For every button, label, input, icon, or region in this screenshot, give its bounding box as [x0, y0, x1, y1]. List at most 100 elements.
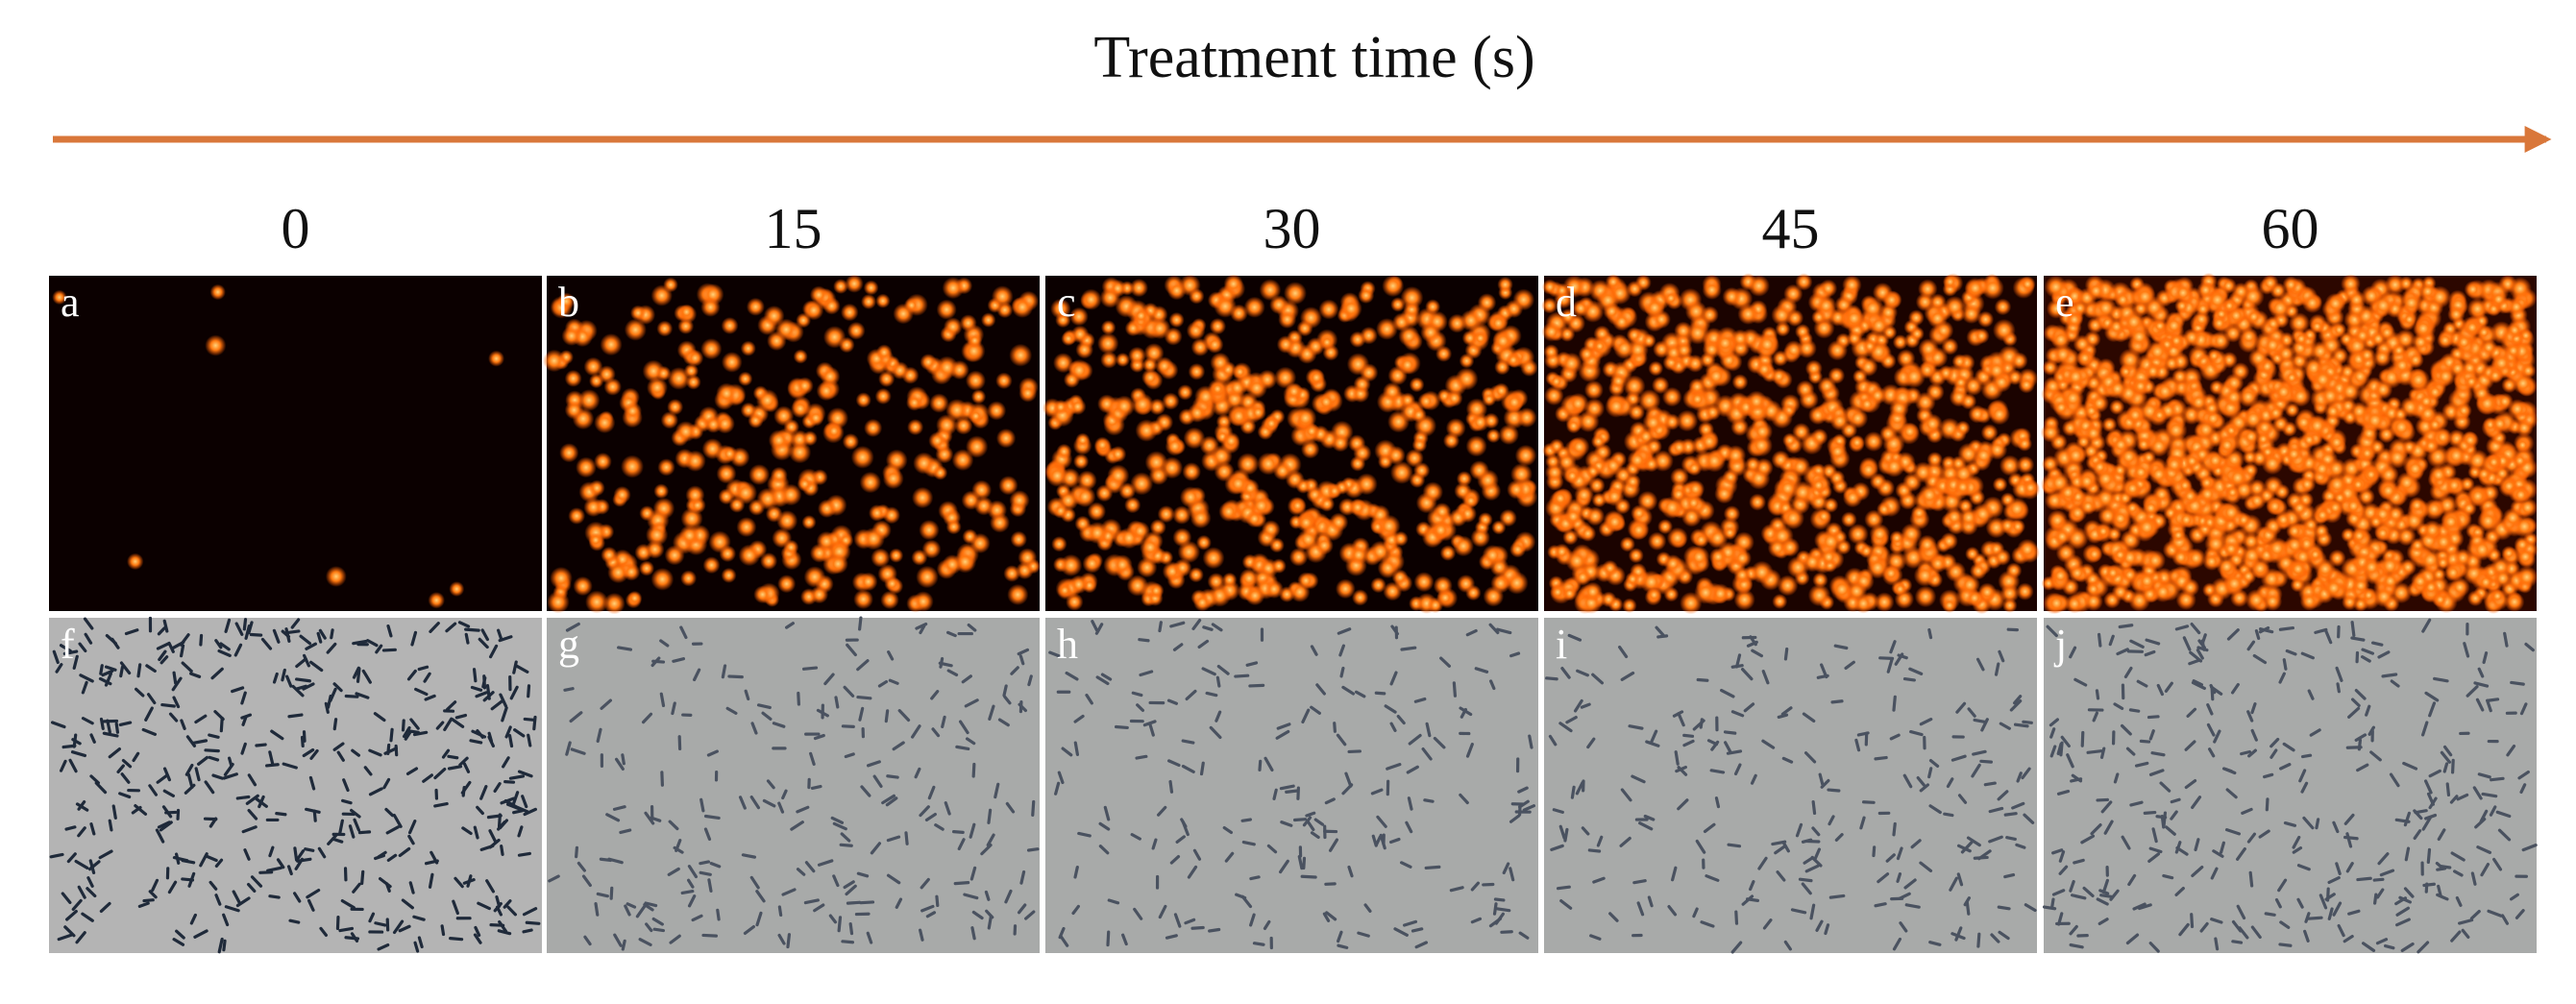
cell-spot	[1724, 505, 1740, 522]
cell-spot	[2076, 434, 2092, 450]
cell-spot	[1554, 544, 1570, 560]
cell-spot	[1605, 512, 1625, 532]
cell-spot	[936, 414, 957, 435]
cell-spot	[1471, 527, 1490, 547]
cell-spot	[600, 333, 622, 355]
cell	[2016, 724, 2027, 726]
cell-spot	[1858, 357, 1877, 377]
cell-spot	[1592, 493, 1607, 508]
cell-spot	[2154, 380, 2175, 402]
cell	[2052, 899, 2053, 907]
cell-spot	[656, 366, 672, 381]
cell	[1020, 702, 1021, 712]
cell-spot	[1918, 338, 1939, 359]
cell-spot	[2189, 392, 2208, 411]
cell-spot	[864, 419, 882, 437]
cell-spot	[1550, 584, 1565, 600]
cell	[1832, 701, 1842, 702]
cell-spot	[722, 317, 739, 334]
cell	[2130, 710, 2138, 711]
cell-spot	[2349, 402, 2368, 421]
cell-spot	[1053, 400, 1068, 415]
cell	[1454, 683, 1455, 696]
cell	[63, 746, 75, 747]
cell-spot	[2050, 330, 2071, 350]
cell	[362, 871, 363, 883]
cell	[251, 635, 260, 636]
cell	[1341, 668, 1343, 675]
cell-spot	[1782, 507, 1804, 529]
cell-spot	[1674, 322, 1692, 340]
cell-spot	[929, 393, 948, 412]
cell	[2512, 682, 2523, 684]
cell-spot	[971, 389, 986, 404]
cell-spot	[1664, 413, 1681, 429]
cell-spot	[916, 566, 938, 588]
cell-spot	[1148, 583, 1164, 599]
cell	[1210, 930, 1219, 931]
cell-spot	[1284, 282, 1307, 305]
cell-spot	[1448, 314, 1467, 333]
cell-spot	[1703, 281, 1722, 300]
cell	[700, 862, 709, 864]
panel-letter: b	[558, 279, 579, 326]
cell-spot	[1434, 576, 1453, 596]
cell-spot	[1497, 277, 1512, 292]
cell-spot	[1828, 340, 1848, 360]
cell-spot	[1420, 322, 1440, 342]
cell-spot	[603, 378, 621, 395]
cell-spot	[1893, 582, 1907, 597]
cell-spot	[2464, 319, 2481, 336]
cell-spot	[1882, 565, 1900, 582]
cell-spot	[1406, 449, 1424, 467]
cell	[1254, 943, 1263, 945]
cell	[989, 917, 991, 928]
cell-spot	[1449, 508, 1467, 526]
cell-spot	[1296, 513, 1316, 533]
panel-letter: h	[1057, 621, 1078, 668]
cell-spot	[1180, 486, 1201, 507]
cell-spot	[1941, 338, 1958, 355]
cell-spot	[2196, 282, 2214, 299]
cell-spot	[1792, 423, 1810, 441]
cell-spot	[771, 467, 788, 484]
cell-spot	[2085, 581, 2101, 598]
cell-spot	[1664, 587, 1680, 602]
cell-spot	[1966, 589, 1983, 606]
cell-spot	[1100, 287, 1120, 307]
cell-spot	[2449, 359, 2467, 378]
cell-spot	[1642, 412, 1663, 433]
cell-spot	[2199, 475, 2215, 490]
cell	[277, 814, 285, 815]
cell-spot	[1383, 382, 1402, 402]
cell-spot	[1387, 410, 1410, 432]
cell-spot	[703, 556, 721, 574]
cell-spot	[1315, 536, 1334, 554]
cell-spot	[646, 540, 664, 558]
cell-spot	[2112, 435, 2130, 453]
cell-spot	[875, 388, 892, 404]
cell	[1116, 726, 1128, 727]
cell-spot	[1560, 353, 1582, 375]
cell-spot	[1056, 444, 1071, 459]
cell-spot	[1505, 393, 1524, 412]
cell-spot	[935, 445, 953, 463]
cell	[2256, 631, 2258, 639]
cell-spot	[1943, 275, 1958, 290]
cell	[955, 883, 968, 884]
cell	[101, 666, 102, 673]
cell	[1967, 903, 1968, 915]
cell-spot	[1053, 503, 1068, 519]
cell	[843, 726, 853, 727]
cell-spot	[2308, 547, 2323, 562]
cell	[528, 686, 529, 697]
cell	[2157, 817, 2166, 818]
cell-spot	[2142, 451, 2156, 465]
cell-spot	[1233, 364, 1247, 379]
cell-spot	[1808, 405, 1828, 425]
cell	[487, 686, 489, 699]
cell-spot	[1492, 331, 1513, 352]
cell-spot	[2152, 408, 2167, 423]
cell-spot	[2423, 438, 2440, 454]
cell	[1402, 648, 1415, 649]
